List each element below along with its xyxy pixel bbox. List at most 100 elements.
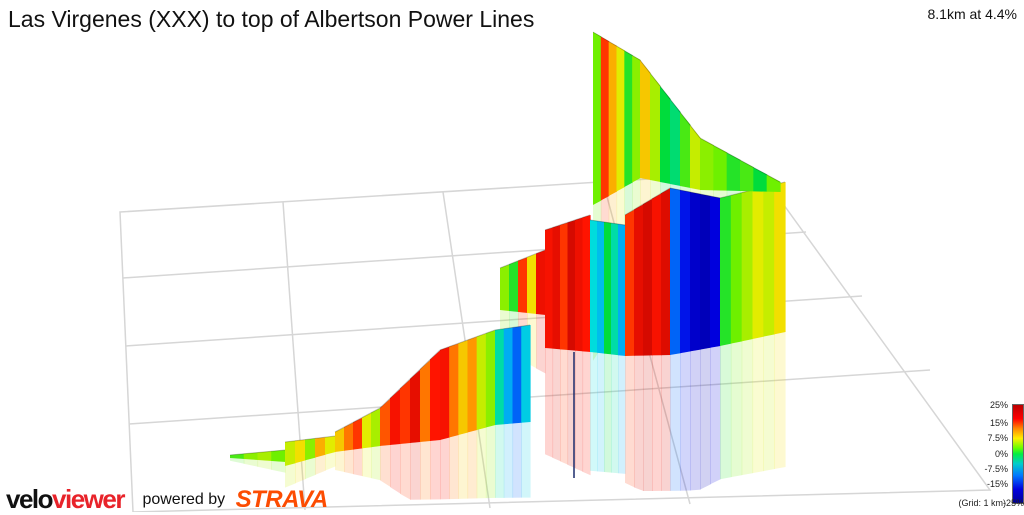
- reflection-strip: [495, 424, 505, 498]
- profile-strip: [305, 438, 316, 461]
- profile-strip: [690, 125, 701, 190]
- profile-top-edge: [589, 219, 626, 226]
- legend-tick: 0%: [994, 449, 1008, 459]
- profile-strip: [660, 86, 671, 184]
- profile-top-edge: [229, 449, 286, 456]
- profile-strip: [430, 350, 441, 441]
- profile-strip: [604, 222, 612, 355]
- reflection-strip: [430, 440, 441, 500]
- profile-strip: [690, 192, 701, 352]
- profile-strip: [495, 328, 505, 425]
- reflection-strip: [449, 435, 459, 500]
- profile-strip: [650, 73, 661, 182]
- profile-strip: [230, 453, 245, 459]
- profile-strip: [740, 160, 754, 192]
- profile-strip: [680, 112, 691, 188]
- reflection-strip: [536, 314, 546, 374]
- reflection-strip: [353, 448, 363, 477]
- reflection-strip: [467, 430, 478, 499]
- profile-top-edge: [334, 407, 381, 433]
- profile-strip: [624, 50, 633, 187]
- reflection-strip: [597, 352, 605, 473]
- strava-logo: STRAVA: [235, 485, 329, 513]
- profile-strip: [616, 46, 625, 192]
- profile-strip: [611, 223, 619, 356]
- profile-strip: [476, 333, 487, 430]
- reflection-strip: [774, 332, 786, 470]
- reflection-strip: [611, 354, 619, 474]
- gradient-color-scale: [1012, 404, 1024, 504]
- profile-strip: [652, 193, 662, 356]
- profile-strip: [567, 220, 576, 351]
- profile-top-edge: [544, 214, 591, 231]
- reflection-strip: [545, 348, 554, 458]
- reflection-strip: [700, 347, 711, 490]
- reflection-strip: [305, 457, 316, 480]
- profile-strip: [353, 417, 363, 450]
- profile-strip: [720, 195, 732, 346]
- profile-strip: [509, 260, 519, 312]
- gradient-legend: 25% 15% 7.5% 0% -7.5% -15% -25% (Grid: 1…: [930, 398, 1024, 512]
- veloviewer-logo: viewer: [52, 484, 125, 514]
- legend-tick: -7.5%: [984, 464, 1008, 474]
- reflection-strip: [560, 349, 569, 465]
- reflection-strip: [476, 427, 487, 499]
- profile-strip: [753, 167, 768, 192]
- profile-top-edge: [639, 59, 701, 139]
- profile-strip: [730, 192, 743, 344]
- reflection-strip: [362, 447, 372, 479]
- profile-strip: [670, 99, 681, 186]
- reflection-strip: [285, 463, 296, 488]
- legend-tick: 7.5%: [987, 433, 1008, 443]
- reflection-strip: [521, 422, 531, 498]
- profile-strip: [726, 152, 741, 191]
- reflection-strip: [458, 432, 469, 499]
- profile-strip: [295, 439, 306, 464]
- profile-strip: [766, 174, 781, 192]
- reflection-strip: [710, 346, 721, 485]
- profile-strip: [536, 250, 546, 315]
- profile-strip: [243, 452, 259, 460]
- reflection-strip: [590, 352, 598, 472]
- reflection-strip: [485, 425, 496, 499]
- reflection-strip: [315, 454, 326, 475]
- profile-strip: [661, 188, 671, 356]
- profile-top-edge: [669, 187, 721, 199]
- profile-strip: [512, 326, 522, 424]
- profile-strip: [527, 253, 537, 314]
- reflection-strip: [730, 341, 743, 478]
- profile-top-edge: [699, 137, 781, 183]
- branding: veloviewer powered by STRAVA: [6, 484, 329, 514]
- profile-strip: [325, 436, 336, 455]
- reflection-strip: [390, 444, 401, 494]
- reflection-strip: [582, 351, 591, 476]
- profile-strip: [710, 196, 721, 348]
- profile-strip: [521, 325, 531, 423]
- reflection-strip: [552, 348, 561, 462]
- legend-tick: 25%: [989, 400, 1008, 410]
- profile-strip: [625, 209, 635, 356]
- reflection-strip: [512, 422, 522, 498]
- profile-strip: [420, 359, 431, 442]
- reflection-strip: [420, 441, 431, 500]
- profile-strip: [485, 330, 496, 428]
- profile-strip: [582, 215, 591, 352]
- reflection-strip: [400, 443, 411, 500]
- reflection-strip: [763, 334, 775, 472]
- profile-strip: [285, 440, 296, 466]
- reflection-strip: [680, 351, 691, 491]
- veloviewer-logo: velo: [6, 484, 54, 514]
- reflection-strip: [625, 355, 635, 488]
- reflection-strip: [604, 353, 612, 473]
- profile-strip: [774, 182, 786, 335]
- reflection-strip: [720, 343, 732, 480]
- grid-scale-note: (Grid: 1 km): [958, 498, 1006, 508]
- reflection-strip: [325, 452, 336, 471]
- reflection-strip: [752, 336, 764, 474]
- profile-strip: [575, 217, 584, 352]
- profile-strip: [271, 450, 286, 462]
- reflection-strip: [661, 355, 671, 491]
- profile-strip: [335, 427, 345, 452]
- profile-strip: [643, 198, 653, 356]
